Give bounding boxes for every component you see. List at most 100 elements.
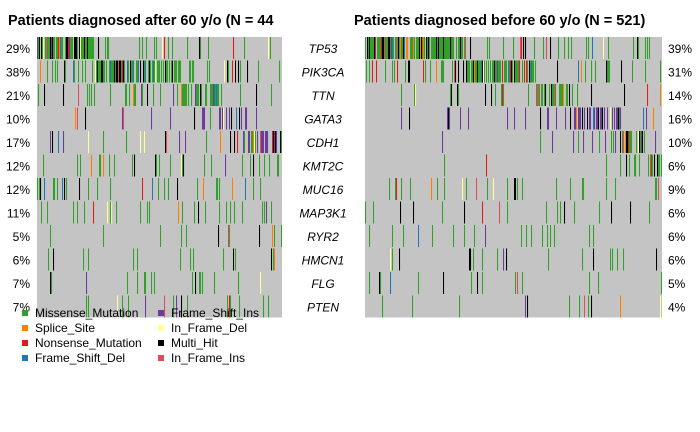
mutation-cell	[216, 84, 218, 106]
mutation-cell	[514, 178, 516, 200]
legend-swatch	[158, 355, 164, 361]
mutation-cell	[189, 60, 191, 83]
mutation-cell	[627, 131, 629, 153]
mutation-cell	[264, 154, 266, 177]
mutation-cell	[39, 178, 41, 200]
mutation-cell	[44, 178, 46, 200]
mutation-cell	[204, 107, 206, 130]
mutation-cell	[260, 131, 262, 153]
mutation-cell	[144, 272, 146, 294]
mutation-cell	[114, 154, 116, 177]
mutation-cell	[145, 272, 147, 294]
mutation-cell	[138, 60, 140, 83]
oncoplot-row-ttn-left	[38, 84, 273, 106]
mutation-cell	[454, 60, 456, 83]
mutation-cell	[255, 131, 257, 153]
mutation-cell	[79, 178, 81, 200]
mutation-cell	[165, 131, 167, 153]
oncoplot-row-hmcn1-left	[48, 248, 276, 271]
mutation-cell	[217, 178, 219, 200]
mutation-cell	[244, 131, 246, 153]
mutation-cell	[493, 60, 495, 83]
mutation-cell	[446, 37, 448, 59]
mutation-cell	[394, 60, 396, 83]
mutation-cell	[205, 84, 207, 106]
percent-label-cdh1-left: 17%	[6, 136, 30, 150]
mutation-cell	[272, 225, 274, 247]
mutation-cell	[531, 60, 533, 83]
mutation-cell	[521, 225, 523, 247]
mutation-cell	[176, 295, 178, 318]
mutation-cell	[409, 107, 411, 130]
percent-label-muc16-right: 9%	[668, 183, 686, 197]
mutation-cell	[478, 60, 480, 83]
mutation-cell	[389, 37, 391, 59]
mutation-cell	[118, 60, 120, 83]
mutation-cell	[378, 37, 380, 59]
mutation-cell	[88, 178, 90, 200]
mutation-cell	[425, 60, 427, 83]
mutation-cell	[647, 84, 649, 106]
legend-label: Splice_Site	[35, 321, 95, 335]
mutation-cell	[176, 60, 178, 83]
mutation-cell	[506, 60, 508, 83]
mutation-cell	[246, 107, 248, 130]
mutation-cell	[554, 84, 556, 106]
mutation-cell	[556, 107, 558, 130]
mutation-cell	[525, 37, 527, 59]
mutation-cell	[172, 37, 174, 59]
mutation-cell	[179, 60, 181, 83]
mutation-cell	[477, 60, 479, 83]
mutation-cell	[548, 107, 550, 130]
mutation-cell	[134, 84, 136, 106]
mutation-cell	[488, 60, 490, 83]
mutation-cell	[111, 201, 113, 224]
mutation-cell	[159, 154, 161, 177]
mutation-cell	[597, 107, 599, 130]
mutation-cell	[216, 178, 218, 200]
mutation-cell	[108, 37, 110, 59]
mutation-cell	[471, 272, 473, 294]
mutation-cell	[518, 60, 520, 83]
mutation-cell	[417, 37, 419, 59]
mutation-cell	[526, 225, 528, 247]
mutation-cell	[501, 84, 503, 106]
mutation-cell	[591, 84, 593, 106]
mutation-cell	[193, 60, 195, 83]
mutation-cell	[98, 37, 100, 59]
oncoplot-panel-right	[365, 37, 663, 318]
mutation-cell	[531, 225, 533, 247]
mutation-cell	[219, 178, 221, 200]
mutation-cell	[412, 295, 414, 318]
mutation-cell	[405, 60, 407, 83]
mutation-cell	[74, 37, 76, 59]
mutation-cell	[171, 60, 173, 83]
mutation-cell	[592, 37, 594, 59]
mutation-cell	[379, 37, 381, 59]
mutation-cell	[507, 201, 509, 224]
mutation-cell	[146, 37, 148, 59]
mutation-cell	[154, 37, 156, 59]
mutation-cell	[424, 37, 426, 59]
mutation-cell	[614, 107, 616, 130]
mutation-cell	[574, 107, 576, 130]
mutation-cell	[68, 37, 70, 59]
mutation-cell	[198, 84, 200, 106]
mutation-cell	[178, 201, 180, 224]
mutation-cell	[549, 84, 551, 106]
mutation-cell	[515, 60, 517, 83]
mutation-cell	[558, 37, 560, 59]
mutation-cell	[136, 60, 138, 83]
oncoplot-row-map3k1-left	[41, 201, 273, 224]
mutation-cell	[655, 178, 657, 200]
mutation-cell	[47, 60, 49, 83]
mutation-cell	[660, 60, 662, 83]
mutation-cell	[618, 107, 620, 130]
mutation-cell	[127, 272, 129, 294]
mutation-cell	[476, 60, 478, 83]
mutation-cell	[248, 131, 250, 153]
mutation-cell	[61, 37, 63, 59]
mutation-cell	[406, 37, 408, 59]
mutation-cell	[51, 37, 53, 59]
mutation-cell	[275, 131, 277, 153]
